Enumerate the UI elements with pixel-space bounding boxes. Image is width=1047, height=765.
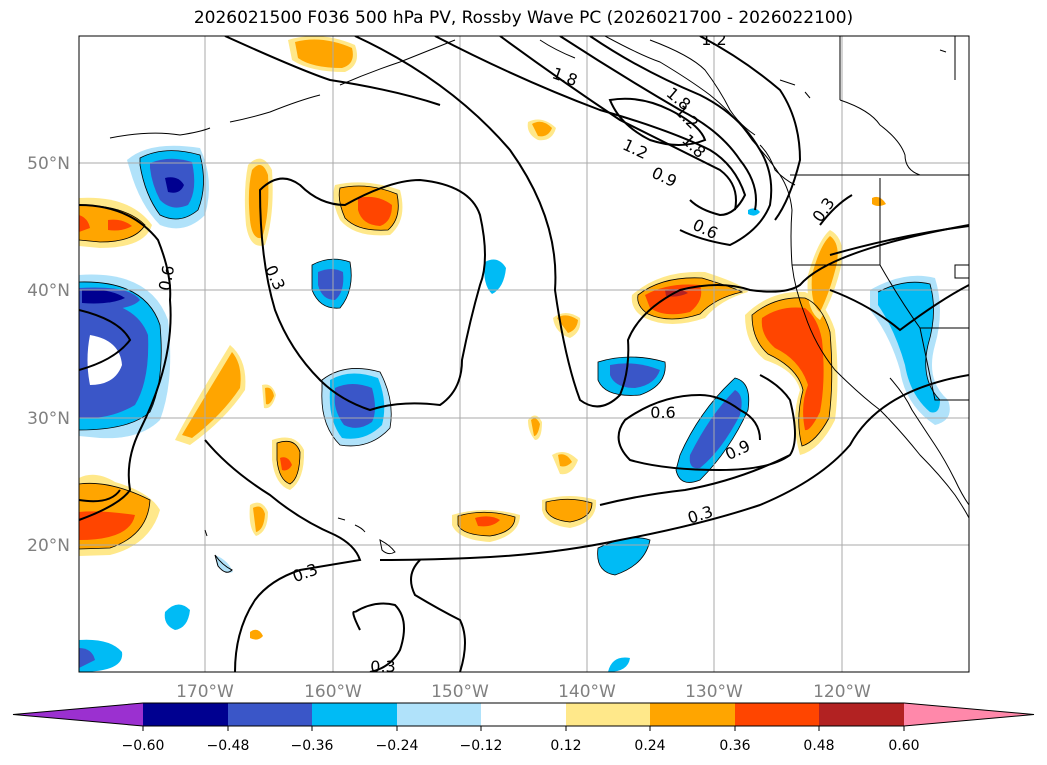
pv-contours xyxy=(79,36,969,672)
colorbar-tick-label: 0.60 xyxy=(888,738,919,754)
latitude-axis: 50°N 40°N 30°N 20°N xyxy=(27,154,70,556)
colorbar-tick-label: 0.48 xyxy=(803,738,834,754)
colorbar-swatch xyxy=(819,703,904,726)
contour-label: 0.6 xyxy=(650,403,675,422)
colorbar-tick-label: −0.36 xyxy=(291,738,334,754)
longitude-label: 160°W xyxy=(304,682,362,702)
longitude-label: 130°W xyxy=(685,682,743,702)
colorbar-tick-label: −0.60 xyxy=(122,738,165,754)
longitude-label: 150°W xyxy=(431,682,489,702)
colorbar-swatch xyxy=(481,703,566,726)
longitude-axis: 170°W 160°W 150°W 140°W 130°W 120°W xyxy=(176,682,871,702)
colorbar: −0.60 −0.48 −0.36 −0.24 −0.12 0.12 0.24 … xyxy=(12,702,1035,754)
latitude-label: 30°N xyxy=(27,409,70,429)
latitude-label: 20°N xyxy=(27,536,70,556)
coastlines xyxy=(109,36,969,573)
colorbar-swatch xyxy=(143,703,228,726)
map-title: 2026021500 F036 500 hPa PV, Rossby Wave … xyxy=(193,8,854,28)
colorbar-swatch xyxy=(566,703,650,726)
colorbar-tick-label: 0.36 xyxy=(719,738,750,754)
contour-label: 0.3 xyxy=(370,657,395,676)
colorbar-tick-label: −0.48 xyxy=(207,738,250,754)
colorbar-swatch xyxy=(13,703,143,726)
longitude-label: 120°W xyxy=(813,682,871,702)
colorbar-swatch xyxy=(312,703,397,726)
contour-label: 0.6 xyxy=(155,264,178,292)
contour-label: 1.2 xyxy=(701,30,726,49)
colorbar-swatch xyxy=(397,703,481,726)
latitude-label: 40°N xyxy=(27,281,70,301)
graticule xyxy=(79,36,969,672)
colorbar-swatch xyxy=(904,703,1034,726)
longitude-label: 170°W xyxy=(176,682,234,702)
map-plot-area: 1.2 1.8 1.8 1.2 1.8 1.2 0.9 0.6 0.3 0.6 … xyxy=(79,30,969,676)
colorbar-swatch xyxy=(735,703,819,726)
negative-anomaly-fills xyxy=(79,145,950,672)
colorbar-tick-label: −0.24 xyxy=(376,738,419,754)
latitude-label: 50°N xyxy=(27,154,70,174)
colorbar-tick-label: 0.24 xyxy=(634,738,665,754)
colorbar-tick-label: −0.12 xyxy=(460,738,503,754)
map-frame xyxy=(78,35,970,673)
colorbar-tick-label: 0.12 xyxy=(550,738,581,754)
colorbar-swatch xyxy=(650,703,735,726)
colorbar-swatch xyxy=(228,703,312,726)
longitude-label: 140°W xyxy=(558,682,616,702)
